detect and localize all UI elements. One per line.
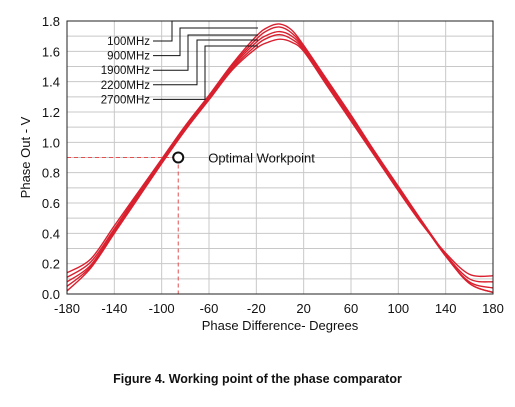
y-tick-label: 0.0 — [42, 287, 60, 302]
y-tick-label: 1.8 — [42, 14, 60, 29]
y-tick-label: 0.4 — [42, 226, 60, 241]
y-tick-label: 0.2 — [42, 257, 60, 272]
y-tick-label: 1.4 — [42, 75, 60, 90]
y-tick-label: 1.2 — [42, 105, 60, 120]
phase-comparator-chart: -180 -140 -100 -60 -20 20 60 100 140 180 0.00.20.… — [18, 14, 504, 333]
legend-leader-900mhz — [153, 27, 258, 57]
y-tick-label: 0.8 — [42, 166, 60, 181]
series-lines — [66, 23, 494, 294]
y-tick-label: 0.6 — [42, 196, 60, 211]
series-line-100mhz — [66, 23, 494, 294]
legend-label-2700mhz: 2700MHz — [101, 94, 150, 106]
x-tick-label: 20 — [296, 301, 310, 316]
y-tick-labels: 0.0 0.2 0.4 0.6 0.8 1.0 1.2 1.4 1.6 1.8 — [42, 14, 60, 302]
series-line-2200mhz — [66, 33, 494, 287]
optimal-workpoint-marker — [172, 151, 185, 164]
legend-label-100mhz: 100MHz — [107, 36, 150, 48]
y-tick-label: 1.6 — [42, 44, 60, 59]
legend-leader-100mhz — [153, 20, 258, 42]
y-axis-title: Phase Out - V — [18, 116, 33, 198]
annotations: Optimal Workpoint — [172, 151, 315, 166]
x-tick-label: 140 — [435, 301, 457, 316]
x-tick-labels: -180 -140 -100 -60 -20 20 60 100 140 180 — [54, 301, 504, 316]
figure-caption: Figure 4. Working point of the phase com… — [113, 372, 402, 386]
legend-leader-2700mhz — [153, 45, 258, 100]
legend: 100MHz 900MHz 1900MHz 2200MHz 2700MHz — [101, 20, 258, 106]
x-tick-label: -60 — [200, 301, 219, 316]
x-tick-label: -20 — [247, 301, 266, 316]
x-tick-label: -180 — [54, 301, 80, 316]
x-tick-label: -100 — [149, 301, 175, 316]
x-tick-label: -140 — [101, 301, 127, 316]
legend-label-2200mhz: 2200MHz — [101, 80, 150, 92]
x-axis-title: Phase Difference- Degrees — [202, 318, 359, 333]
x-tick-label: 100 — [387, 301, 409, 316]
x-tick-label: 60 — [344, 301, 358, 316]
optimal-workpoint-label: Optimal Workpoint — [208, 151, 315, 166]
legend-leader-1900mhz — [153, 34, 258, 71]
series-line-2700mhz — [66, 38, 494, 292]
legend-leader-2200mhz — [153, 39, 258, 86]
plot-frame — [66, 20, 494, 295]
legend-label-900mhz: 900MHz — [107, 51, 150, 63]
y-tick-label: 1.0 — [42, 135, 60, 150]
legend-label-1900mhz: 1900MHz — [101, 65, 150, 77]
workpoint-guides — [67, 157, 179, 294]
x-tick-label: 180 — [482, 301, 504, 316]
